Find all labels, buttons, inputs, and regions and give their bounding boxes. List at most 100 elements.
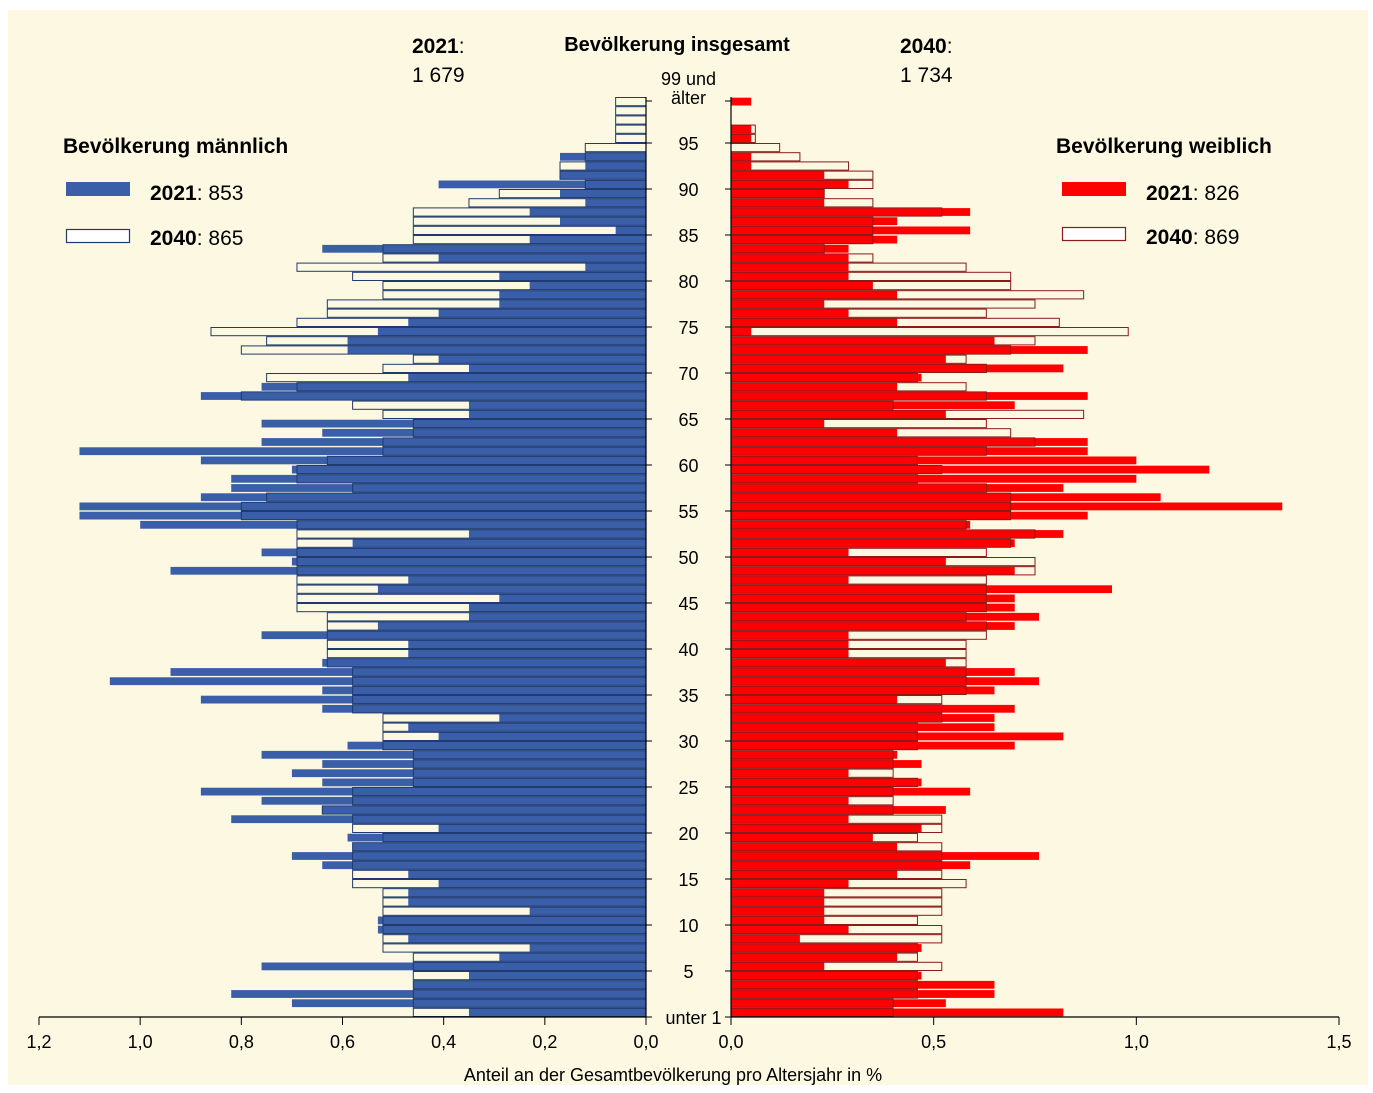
male-2021-bar (347, 833, 646, 842)
female-2021-bar (731, 419, 825, 428)
legend-male-2021-year: 2021 (150, 182, 197, 205)
female-2021-bar (731, 134, 752, 143)
male-2021-bar (408, 649, 646, 658)
male-2021-bar (377, 327, 646, 336)
male-2021-bar (499, 714, 646, 722)
male-2021-bar (468, 530, 646, 538)
male-x-tick-label: 0,6 (330, 1032, 355, 1052)
male-2021-bar (261, 419, 646, 428)
total-2021-year: 2021 (412, 35, 459, 58)
age-label: 25 (678, 778, 698, 798)
male-2021-bar (261, 750, 646, 759)
male-2021-bar (79, 511, 646, 520)
male-2021-bar (200, 456, 646, 465)
total-2040-value: 1 734 (900, 64, 953, 87)
female-2021-bar (731, 668, 1015, 676)
age-label: unter 1 (665, 1008, 721, 1028)
female-2021-bar (731, 916, 825, 925)
male-2021-bar (585, 162, 646, 170)
legend-female-2040-year: 2040 (1146, 226, 1193, 249)
age-label: 85 (678, 226, 698, 246)
female-2021-bar (731, 677, 1040, 686)
female-2021-bar (731, 990, 995, 998)
female-2021-bar (731, 502, 1283, 511)
male-2021-bar (408, 576, 646, 584)
age-label: 35 (678, 686, 698, 706)
male-2021-bar (261, 438, 646, 446)
female-2021-bar (731, 695, 898, 704)
legend-female-2021-value: 826 (1204, 182, 1239, 205)
female-2021-bar (731, 898, 825, 906)
legend-female-2021-year: 2021 (1146, 182, 1193, 205)
female-2021-bar (731, 971, 922, 980)
female-x-tick-label: 0,0 (718, 1032, 743, 1052)
age-label: 50 (678, 548, 698, 568)
legend-male-2040-value: 865 (208, 227, 243, 250)
female-2021-bar (731, 373, 922, 382)
legend-female-2040-swatch (1061, 226, 1127, 242)
chart-background (8, 10, 1368, 1085)
male-bars (79, 97, 647, 1017)
legend-male-2040: 2040: 865 (150, 227, 243, 250)
age-label: 90 (678, 180, 698, 200)
female-2021-bar (731, 447, 1088, 456)
male-2021-bar (352, 842, 646, 851)
male-2021-bar (231, 815, 646, 824)
male-2021-bar (408, 870, 646, 879)
legend-female-2040-value: 869 (1204, 226, 1239, 249)
female-2021-bar (731, 557, 946, 566)
female-2021-bar (731, 1008, 1064, 1017)
female-2021-bar (731, 566, 1015, 575)
female-2021-bar (731, 327, 752, 336)
male-2021-bar (468, 971, 646, 980)
female-2021-bar (731, 272, 849, 281)
male-2021-bar (438, 732, 646, 741)
male-2021-bar (200, 493, 646, 502)
male-2021-bar (322, 244, 646, 253)
female-2021-bar (731, 778, 922, 787)
legend-female-2021-swatch (1062, 182, 1126, 196)
male-2021-bar (261, 796, 646, 805)
male-2021-bar (615, 226, 646, 235)
male-2021-bar (79, 447, 646, 456)
male-2021-bar (438, 254, 646, 262)
male-2021-bar (377, 585, 646, 594)
female-2021-bar (731, 180, 849, 189)
female-2021-bar (731, 392, 1088, 400)
female-2021-bar (731, 879, 849, 888)
female-2021-bar (731, 97, 752, 106)
female-2021-bar (731, 750, 898, 759)
male-2021-bar (499, 300, 646, 308)
female-2021-bar (731, 962, 825, 971)
female-panel-label: Bevölkerung weiblich (1056, 135, 1272, 158)
female-2021-bar (731, 796, 849, 805)
male-2021-bar (291, 852, 646, 860)
age-label: 65 (678, 410, 698, 430)
male-2021-bar (438, 355, 646, 364)
male-panel-label: Bevölkerung männlich (63, 135, 288, 158)
age-label: älter (671, 88, 706, 108)
male-2021-bar (291, 557, 646, 566)
female-2021-bar (731, 787, 971, 796)
male-2021-bar (468, 612, 646, 621)
female-2021-bar (731, 631, 849, 640)
age-label: 60 (678, 456, 698, 476)
female-2021-bar (731, 152, 752, 161)
female-2021-bar (731, 382, 898, 391)
female-2021-bar (731, 336, 995, 345)
female-2021-bar (731, 704, 1015, 713)
total-2040-label: 2040: (900, 35, 953, 58)
male-2021-bar (322, 686, 646, 695)
total-2021-value: 1 679 (412, 64, 465, 87)
age-label: 95 (678, 134, 698, 154)
chart-title: Bevölkerung insgesamt (564, 34, 790, 56)
male-x-tick-label: 0,0 (633, 1032, 658, 1052)
female-2021-bar (731, 428, 898, 437)
female-x-tick-label: 1,5 (1326, 1032, 1351, 1052)
legend-female-2040: 2040: 869 (1146, 226, 1239, 249)
female-2021-bar (731, 520, 971, 529)
age-label: 20 (678, 824, 698, 844)
female-2021-bar (731, 474, 1137, 483)
female-x-tick-label: 1,0 (1124, 1032, 1149, 1052)
female-2021-bar (731, 125, 752, 134)
